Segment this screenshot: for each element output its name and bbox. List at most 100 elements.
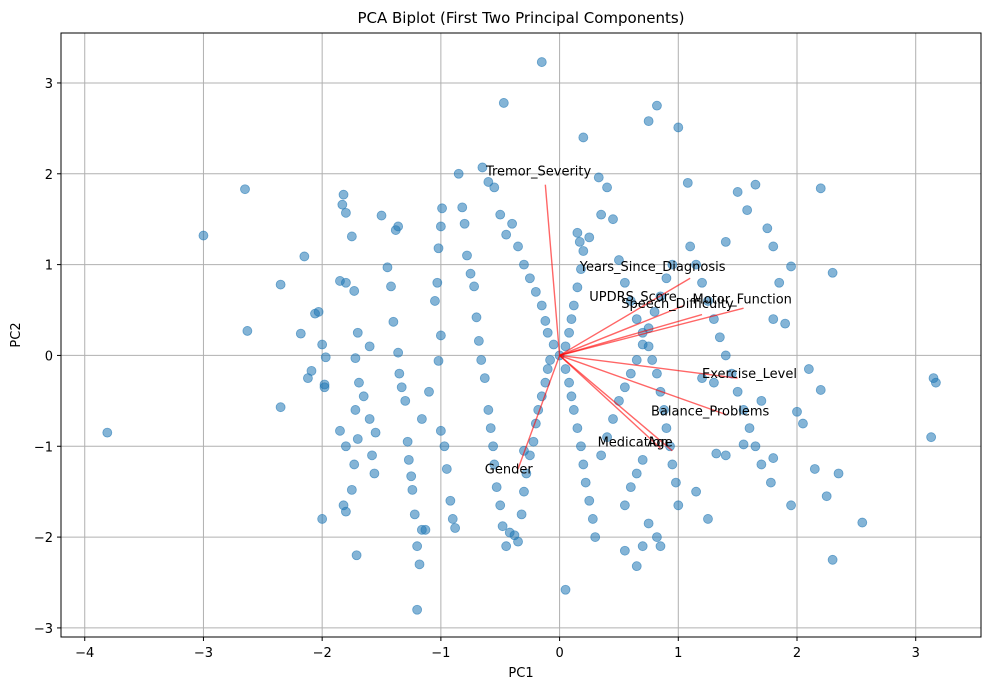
data-point [667, 459, 678, 470]
loading-label: Speech_Difficulty [621, 297, 734, 312]
data-point [711, 448, 722, 459]
data-point [576, 441, 586, 452]
data-point [432, 277, 443, 288]
data-point [473, 336, 484, 346]
data-point [742, 205, 753, 216]
loading-label: Balance_Problems [651, 404, 769, 419]
data-point [566, 314, 577, 325]
data-point [580, 477, 591, 488]
axis-ticks: −4 −3 −2 −1 0 1 2 3 −3 −2 −1 0 1 2 3 [34, 77, 920, 661]
data-point [488, 441, 499, 452]
data-point [614, 255, 624, 265]
data-point [572, 227, 583, 238]
loading-label: Motor_Function [693, 293, 792, 308]
loading-arrow [559, 304, 685, 357]
x-tick-label: 3 [912, 646, 920, 661]
data-point [596, 450, 607, 461]
data-point [619, 500, 630, 511]
data-point [338, 189, 349, 200]
data-point [536, 300, 547, 311]
data-point [578, 246, 589, 256]
data-point [471, 312, 482, 323]
data-point [346, 231, 357, 242]
data-point [703, 514, 713, 524]
data-point [714, 332, 725, 343]
x-tick-label: −1 [431, 646, 450, 661]
loading-label: Age [647, 435, 672, 450]
data-point [608, 214, 618, 225]
data-point [275, 402, 286, 413]
data-point [341, 207, 351, 218]
x-tick-label: 0 [555, 646, 563, 661]
data-point [652, 532, 662, 542]
data-point [393, 347, 404, 358]
data-point [402, 436, 413, 447]
data-point [631, 314, 642, 325]
loading-vectors [517, 184, 744, 470]
data-point [619, 382, 630, 393]
data-point [414, 559, 425, 570]
data-point [738, 405, 749, 415]
y-tick-label: −3 [34, 622, 53, 637]
data-point [320, 352, 331, 363]
data-point [519, 259, 529, 270]
data-point [406, 471, 417, 482]
data-point [341, 441, 351, 452]
data-point [437, 203, 447, 214]
data-point [370, 427, 381, 438]
data-point [665, 441, 675, 452]
data-point [240, 184, 250, 195]
data-point [495, 209, 506, 220]
data-point [637, 541, 648, 552]
data-point [507, 218, 517, 229]
data-point [424, 386, 434, 397]
scatter-points [102, 57, 941, 615]
data-point [691, 486, 701, 497]
data-point [682, 177, 693, 188]
data-point [483, 405, 494, 415]
data-point [564, 327, 574, 338]
y-tick-label: −1 [34, 440, 53, 455]
data-point [833, 468, 844, 479]
loading-label: Years_Since_Diagnosis [579, 260, 726, 275]
data-point [412, 541, 423, 552]
data-point [350, 405, 361, 415]
data-point [476, 355, 487, 365]
data-point [513, 536, 523, 547]
data-point [590, 532, 601, 542]
data-point [447, 514, 458, 524]
x-tick-label: 1 [674, 646, 682, 661]
data-point [420, 524, 431, 535]
data-point [786, 500, 796, 511]
data-point [416, 414, 427, 424]
data-point [319, 382, 330, 393]
data-point [584, 495, 595, 506]
data-point [750, 441, 761, 452]
data-point [485, 423, 496, 433]
data-point [774, 277, 785, 288]
data-point [435, 425, 446, 436]
data-point [198, 230, 209, 241]
loading-arrow [544, 184, 561, 356]
data-point [457, 202, 468, 213]
data-point [667, 259, 678, 270]
loading-label: Exercise_Level [702, 367, 797, 382]
loading-arrow [559, 307, 744, 357]
data-point [815, 183, 826, 194]
data-point [732, 187, 743, 197]
grid-lines [61, 33, 981, 637]
data-point [519, 486, 529, 497]
data-point [649, 306, 660, 317]
data-point [720, 450, 731, 461]
data-point [564, 377, 574, 388]
data-point [376, 210, 387, 221]
data-point [815, 385, 826, 395]
data-point [439, 441, 450, 452]
data-point [354, 377, 364, 388]
data-point [685, 241, 696, 252]
data-point [703, 296, 713, 306]
data-point [453, 168, 464, 179]
x-tick-label: 2 [793, 646, 801, 661]
data-point [631, 561, 642, 572]
data-point [827, 554, 838, 565]
